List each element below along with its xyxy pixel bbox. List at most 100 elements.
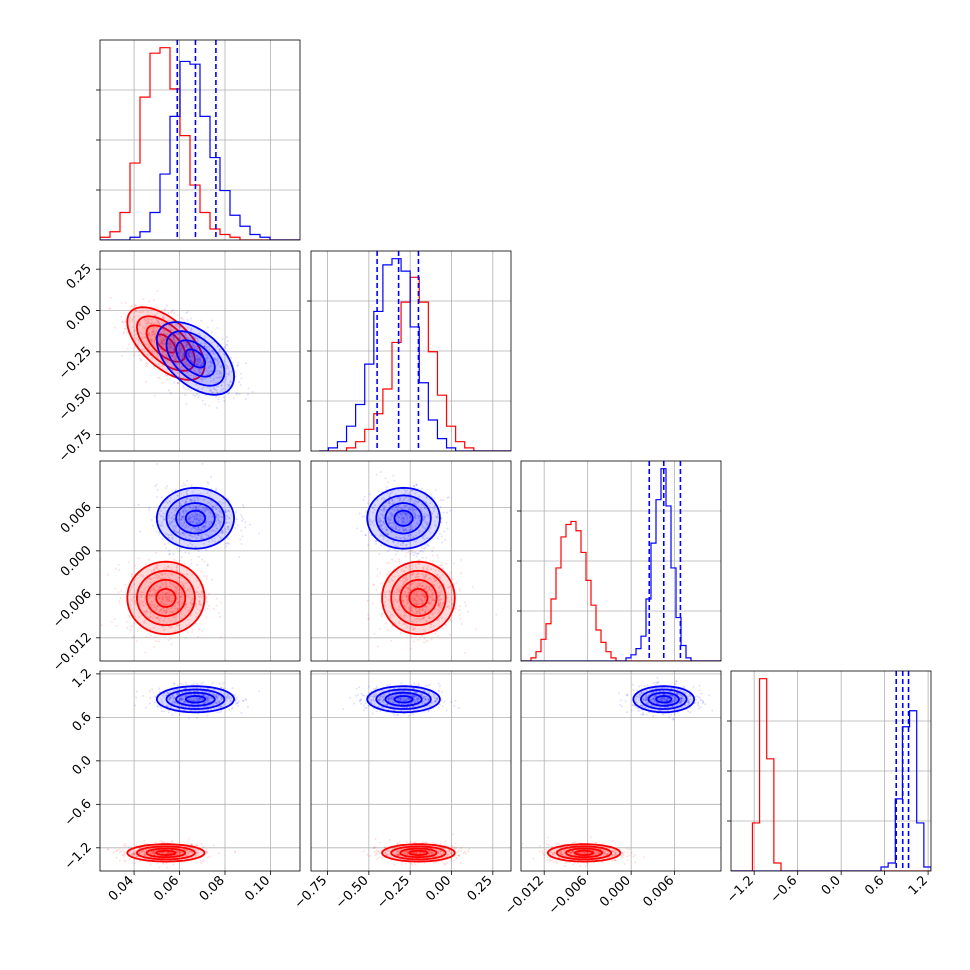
- scatter-points: [137, 462, 261, 567]
- x-tick-label: 0.06: [151, 873, 182, 904]
- density-fill-3: [394, 696, 413, 703]
- contour-0: [381, 843, 456, 863]
- contour-2: [175, 502, 216, 535]
- panel-frame: [99, 670, 301, 872]
- contour-1: [390, 845, 447, 861]
- contour-2: [145, 847, 187, 859]
- y-tick-label: 0.0: [70, 753, 95, 778]
- y-tick-label: −0.006: [50, 587, 95, 632]
- density-fill-2: [565, 848, 603, 858]
- density-fill-2: [385, 503, 422, 534]
- panel-frame: [310, 460, 512, 662]
- contour-0: [155, 321, 236, 396]
- x-tick-label: 0.006: [641, 873, 678, 910]
- contour-3: [184, 695, 206, 704]
- contour-2: [145, 324, 187, 363]
- x-tick-label: 0.10: [242, 873, 273, 904]
- x-tick-label: −0.012: [502, 873, 547, 918]
- panel-1-0: −0.75−0.50−0.25 0.00 0.25: [56, 250, 301, 465]
- density-fill-2: [400, 579, 437, 617]
- hist-red: [100, 47, 300, 240]
- density-fill-0: [156, 322, 235, 395]
- density-fill-2: [648, 692, 679, 706]
- y-tick-label: −1.2: [62, 840, 95, 873]
- hist-red: [319, 276, 511, 451]
- density-fill-0: [156, 487, 235, 549]
- panel-2-2: [517, 460, 722, 662]
- panel-content: [356, 471, 498, 654]
- panel-2-1: [310, 460, 512, 662]
- density-fill-1: [166, 495, 225, 542]
- contour-3: [393, 509, 414, 527]
- y-tick-label: 0.25: [64, 261, 95, 292]
- contour-0: [155, 486, 236, 550]
- panel-0-0: [96, 39, 301, 241]
- x-tick-label: 0.6: [862, 873, 887, 898]
- density-fill-2: [176, 692, 215, 706]
- y-tick-label: 1.2: [70, 666, 95, 691]
- density-fill-2: [146, 848, 186, 858]
- density-fill-0: [382, 561, 455, 635]
- x-tick-label: −0.25: [374, 873, 413, 912]
- hist-blue: [521, 468, 721, 661]
- density-fill-0: [127, 561, 205, 635]
- contour-1: [375, 494, 432, 543]
- x-tick-label: 0.08: [197, 873, 228, 904]
- contour-2: [384, 502, 423, 535]
- panel-content: [521, 676, 714, 868]
- contour-2: [384, 691, 423, 707]
- y-tick-label: 0.00: [64, 303, 95, 334]
- contour-3: [155, 849, 177, 857]
- contour-3: [408, 849, 429, 857]
- contour-0: [366, 685, 441, 714]
- x-tick-label: −0.75: [292, 873, 331, 912]
- contour-3: [155, 588, 177, 608]
- density-fill-3: [185, 510, 206, 526]
- hist-blue: [731, 710, 931, 871]
- panel-3-3: −1.2 −0.6 0.0 0.6 1.2: [724, 670, 932, 906]
- panel-frame: [99, 460, 301, 662]
- contour-2: [399, 847, 438, 859]
- contour-0: [381, 560, 456, 636]
- density-fill-3: [656, 696, 672, 703]
- panel-content: [106, 681, 261, 869]
- contour-2: [145, 578, 187, 618]
- density-fill-3: [156, 588, 176, 607]
- density-fill-1: [376, 495, 431, 542]
- contour-1: [375, 688, 432, 710]
- contour-3: [184, 348, 206, 369]
- panel-frame: [520, 670, 722, 872]
- x-tick-label: 0.25: [465, 873, 496, 904]
- contour-1: [165, 330, 226, 387]
- contour-3: [184, 509, 206, 527]
- hist-red: [731, 678, 931, 871]
- contour-0: [126, 306, 206, 381]
- panel-content: [100, 462, 261, 654]
- contour-1: [135, 845, 196, 861]
- contour-0: [546, 843, 622, 863]
- density-fill-1: [136, 570, 195, 626]
- x-tick-label: 0.00: [423, 873, 454, 904]
- contour-2: [647, 691, 680, 707]
- contour-1: [639, 688, 688, 710]
- density-fill-0: [367, 487, 440, 549]
- y-tick-label: −0.25: [56, 344, 95, 383]
- density-fill-3: [409, 588, 428, 607]
- density-fill-3: [394, 510, 413, 526]
- contour-1: [165, 494, 226, 543]
- contour-0: [126, 560, 206, 636]
- panel-content: [108, 290, 254, 409]
- panel-content: [319, 251, 511, 451]
- y-tick-label: 0.000: [58, 543, 95, 580]
- density-fill-2: [176, 503, 215, 534]
- density-fill-3: [185, 696, 206, 703]
- hist-blue: [100, 60, 300, 240]
- panel-3-1: −0.75 −0.50 −0.25 0.00 0.25: [292, 670, 512, 912]
- panel-3-0: 0.04 0.06 0.08 0.10 −1.2 −0.6 0.0 0.6 1.2: [62, 666, 301, 904]
- x-tick-label: −0.50: [333, 873, 372, 912]
- x-tick-label: 1.2: [906, 873, 931, 898]
- panel-frame: [99, 250, 301, 452]
- contour-2: [175, 339, 216, 378]
- x-tick-label: 0.0: [819, 873, 844, 898]
